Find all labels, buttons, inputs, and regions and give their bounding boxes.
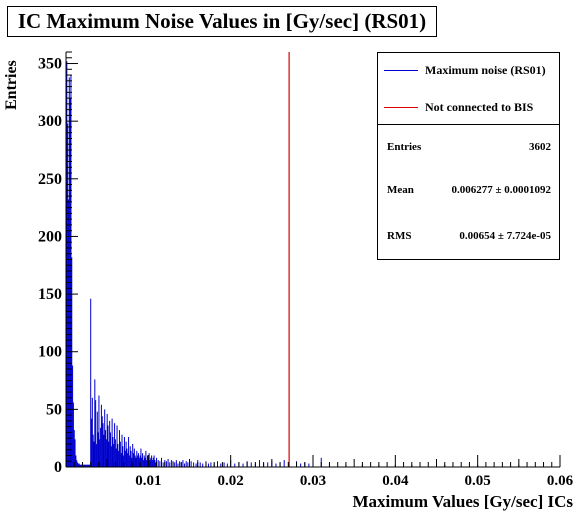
stat-row-rms: RMS 0.00654 ± 7.724e-05: [387, 230, 551, 246]
legend-swatch-blue: [384, 70, 418, 71]
x-tick-label: 0.03: [300, 473, 326, 489]
stat-name: Entries: [387, 141, 422, 153]
y-tick-label: 0: [54, 459, 62, 476]
y-tick-label: 50: [46, 401, 62, 418]
stat-name: RMS: [387, 230, 412, 242]
y-axis-title: Entries: [3, 60, 20, 110]
legend-swatch-red: [384, 107, 418, 108]
x-tick-label: 0.01: [135, 473, 161, 489]
stats-box: Entries 3602 Mean 0.006277 ± 0.0001092 R…: [377, 124, 560, 260]
x-tick-label: 0.06: [547, 473, 574, 489]
stat-row-mean: Mean 0.006277 ± 0.0001092: [387, 184, 551, 200]
x-tick-label: 0.02: [218, 473, 244, 489]
legend: Maximum noise (RS01) Not connected to BI…: [377, 52, 560, 125]
legend-label: Maximum noise (RS01): [425, 63, 546, 77]
legend-entry-bis: Not connected to BIS: [378, 98, 559, 118]
axes: 0.01 0.02 0.03 0.04 0.05 0.06 0 50 100 150 200 250 3…: [38, 51, 574, 489]
legend-entry-max-noise: Maximum noise (RS01): [378, 61, 559, 81]
y-tick-label: 100: [38, 344, 62, 361]
legend-label: Not connected to BIS: [425, 100, 534, 114]
y-tick-label: 250: [38, 171, 62, 188]
stat-value: 0.006277 ± 0.0001092: [451, 184, 551, 196]
stat-value: 3602: [529, 141, 551, 153]
stat-value: 0.00654 ± 7.724e-05: [459, 230, 551, 242]
x-axis-title: Maximum Values [Gy/sec] ICs: [352, 492, 573, 511]
y-tick-label: 200: [38, 228, 62, 245]
y-tick-label: 150: [38, 286, 62, 303]
x-tick-label: 0.05: [465, 473, 491, 489]
y-tick-label: 300: [38, 113, 62, 130]
chart-title: IC Maximum Noise Values in [Gy/sec] (RS0…: [7, 6, 437, 37]
stat-name: Mean: [387, 184, 414, 196]
stat-row-entries: Entries 3602: [387, 141, 551, 157]
x-tick-label: 0.04: [382, 473, 409, 489]
y-tick-label: 350: [38, 56, 62, 73]
